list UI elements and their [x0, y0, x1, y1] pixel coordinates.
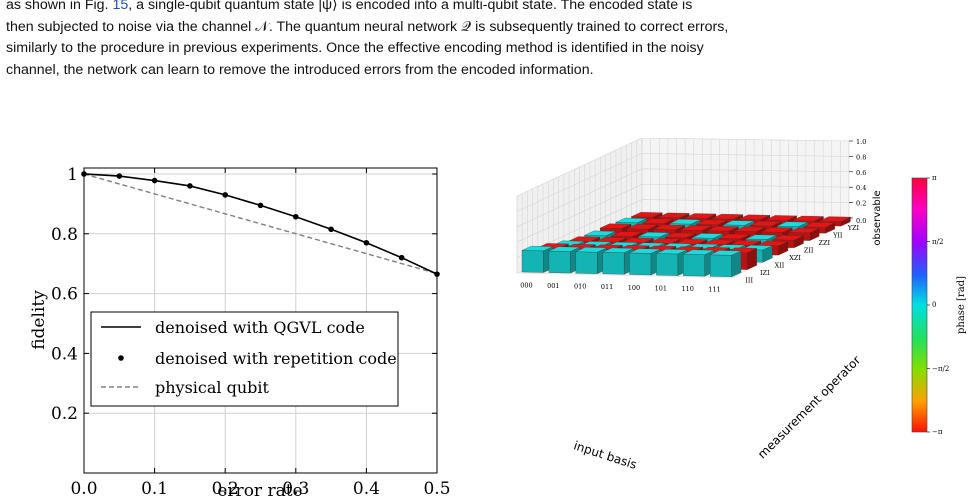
bar-3d	[656, 249, 688, 276]
z-tick-label: 0.4	[856, 184, 866, 192]
legend-label-repetition: denoised with repetition code	[155, 349, 397, 368]
paragraph-line-2: then subjected to noise via the channel …	[6, 18, 729, 35]
x-tick-label-3d: 010	[574, 283, 586, 291]
fidelity-chart: 0.0 0.1 0.2 0.3 0.4 0.5 0.2 0.4 0.6 0.8 1 error ra…	[29, 165, 451, 500]
y-axis-label-3d: measurement operator	[755, 353, 863, 461]
paragraph-line-1: as shown in Fig. 15, a single-qubit quan…	[6, 0, 974, 17]
paragraph-line-4: channel, the network can learn to remove…	[6, 61, 594, 78]
x-tick-label: 0.5	[423, 479, 450, 499]
y-tick-label-3d: YZI	[847, 224, 860, 232]
wall-gridline	[516, 138, 850, 197]
z-tick-label: 1.0	[856, 138, 866, 146]
bar-3d	[575, 247, 607, 274]
legend-label-physical: physical qubit	[155, 378, 270, 397]
bar-3d	[521, 245, 554, 273]
series-qgvl-line	[83, 173, 438, 275]
bar-3d	[629, 248, 661, 276]
series-repetition-point	[293, 213, 299, 220]
series-repetition-point	[116, 173, 123, 179]
y-tick-label: 0.2	[51, 404, 78, 424]
series-repetition-point	[222, 192, 228, 198]
legend: denoised with QGVL code denoised with re…	[90, 311, 399, 407]
paragraph-line-3: similarly to the procedure in previous e…	[6, 40, 704, 56]
colorbar-tick-minus-pi-half: −π/2	[932, 365, 949, 373]
colorbar-tick-zero: 0	[932, 301, 936, 309]
y-axis-label: fidelity	[29, 290, 49, 350]
legend-marker	[118, 355, 124, 361]
series-repetition-point	[81, 171, 87, 177]
wall-gridline	[516, 153, 850, 212]
y-tick-label-3d: XZI	[789, 254, 801, 262]
x-tick-label: 0.2	[212, 479, 239, 499]
x-tick-label: 0.0	[70, 479, 97, 499]
series-repetition-point	[151, 177, 158, 184]
wall-gridline	[516, 183, 850, 243]
x-axis-label: error rate	[217, 481, 302, 500]
y-tick-label: 0.6	[51, 285, 78, 305]
y-tick-label-3d: XII	[775, 261, 785, 269]
z-tick-label: 0.8	[856, 153, 866, 161]
series-repetition-point	[257, 202, 264, 209]
x-tick-label-3d: 101	[655, 284, 667, 292]
x-tick-label-3d: 110	[681, 285, 693, 293]
colorbar-tick-pi-half: π/2	[932, 238, 943, 246]
wall-gridline	[516, 199, 850, 258]
x-tick-label-3d: 011	[601, 283, 613, 291]
y-tick-label-3d: IZI	[760, 269, 770, 277]
legend-label-qgvl: denoised with QGVL code	[155, 318, 365, 337]
colorbar-label: phase [rad]	[956, 276, 967, 334]
x-tick-label: 0.1	[141, 479, 168, 499]
series-repetition-point	[187, 183, 193, 189]
x-tick-label-3d: 000	[520, 281, 532, 289]
y-tick-label: 0.4	[51, 344, 78, 364]
series-repetition-point	[328, 226, 334, 233]
body-paragraph: as shown in Fig. 15, a single-qubit quan…	[6, 0, 974, 81]
x-tick-label-3d: 100	[628, 284, 640, 292]
x-tick-label: 0.3	[282, 479, 309, 499]
colorbar-tick-pi: π	[932, 174, 937, 182]
phase-colorbar: π π/2 0 −π/2 −π phase [rad]	[911, 174, 967, 436]
z-tick-label: 0.6	[856, 169, 866, 177]
x-tick-label: 0.4	[353, 479, 380, 499]
z-axis-label: observable	[872, 190, 880, 245]
y-tick-label: 1	[67, 165, 78, 185]
figure-reference-link[interactable]: 15	[112, 0, 129, 13]
bar-3d	[710, 250, 742, 278]
y-tick-label-3d: YII	[832, 231, 843, 239]
bar-3d	[683, 249, 715, 277]
colorbar-gradient	[911, 177, 928, 433]
y-tick-label: 0.8	[51, 225, 78, 245]
wall-gridline	[516, 168, 850, 228]
series-repetition-point	[363, 239, 370, 246]
colorbar-tick-minus-pi: −π	[932, 428, 943, 436]
bar-3d	[548, 246, 580, 274]
plot-frame	[83, 167, 438, 474]
y-tick-label-3d: ZZI	[818, 239, 830, 247]
series-physical-qubit-line	[83, 173, 438, 275]
x-tick-label-3d: 001	[547, 282, 559, 290]
z-tick-label: 0.2	[856, 200, 866, 208]
z-tick-label: 0.0	[856, 217, 866, 225]
y-tick-label-3d: III	[745, 276, 753, 284]
x-tick-label-3d: 111	[708, 286, 720, 294]
y-tick-label-3d: ZII	[804, 246, 814, 254]
series-repetition-point	[434, 271, 440, 277]
x-axis-label-3d: input basis	[572, 438, 639, 472]
bar-3d	[602, 247, 634, 275]
series-repetition-point	[398, 254, 405, 261]
